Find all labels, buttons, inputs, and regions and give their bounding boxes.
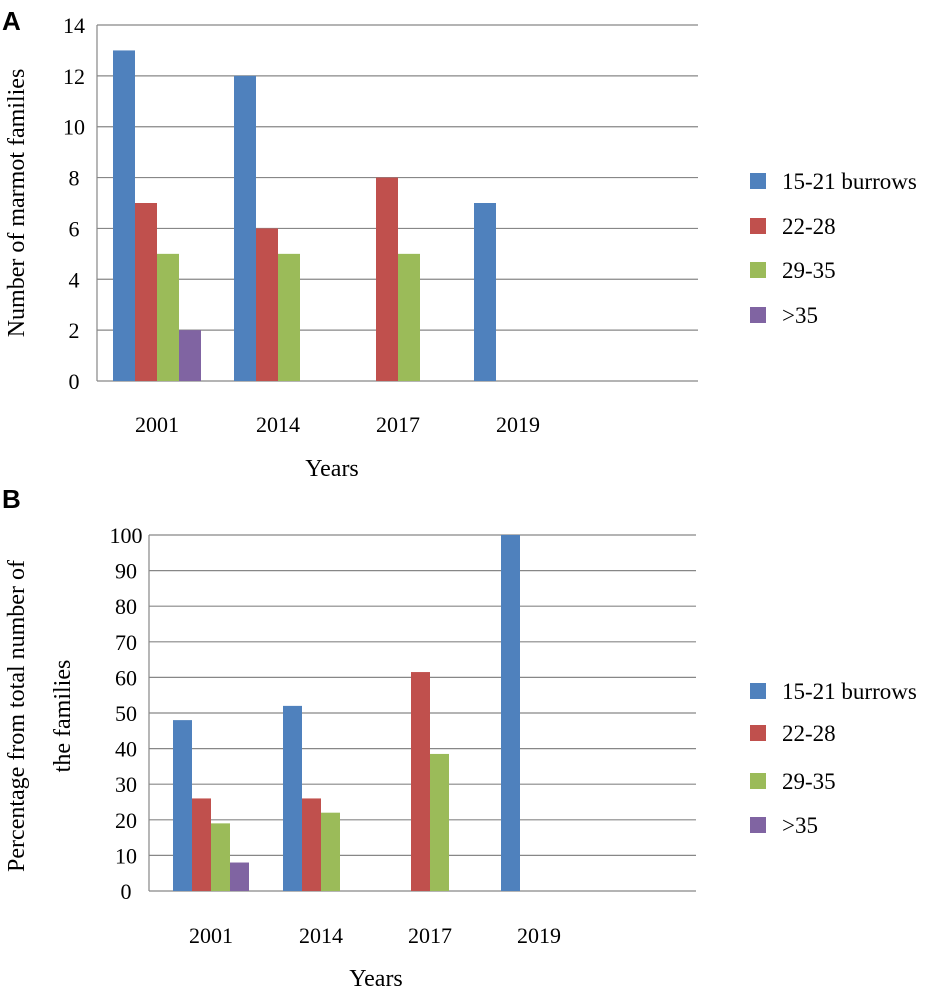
panel-b-x-tick-label-2017: 2017 <box>408 923 452 948</box>
panel-a-bar-2014-series-3 <box>278 253 300 381</box>
panel-b-x-axis-title: Years <box>349 966 403 992</box>
panel-b-legend-label-1: 15-21 burrows <box>782 679 917 704</box>
panel-a: A 0 2 4 6 8 10 12 14 2001 2014 2017 2019 Years Num… <box>2 6 917 482</box>
panel-a-bar-2014-series-1 <box>234 75 256 381</box>
panel-a-x-tick-label-2001: 2001 <box>135 412 179 437</box>
panel-a-y-tick-label: 2 <box>69 318 80 343</box>
panel-b-y-tick-label: 60 <box>115 665 137 690</box>
panel-b-y-tick-label: 20 <box>115 808 137 833</box>
panel-a-bar-2014-series-2 <box>256 228 278 381</box>
panel-a-x-tick-label-2019: 2019 <box>496 412 540 437</box>
panel-b-y-tick-label: 70 <box>115 630 137 655</box>
panel-b-y-axis-title-line-1: Percentage from total number of <box>4 560 30 872</box>
panel-a-y-tick-label: 8 <box>69 166 80 191</box>
panel-a-bar-2019-series-1 <box>474 203 496 381</box>
panel-a-legend-label-1: 15-21 burrows <box>782 169 917 194</box>
panel-b-bar-2017-series-2 <box>411 672 430 891</box>
panel-b-x-tick-label-2001: 2001 <box>189 923 233 948</box>
panel-a-x-axis-title: Years <box>305 456 359 482</box>
panel-a-y-tick-label: 10 <box>63 115 85 140</box>
panel-a-legend-swatch-2 <box>750 218 766 234</box>
panel-b-bar-2001-series-2 <box>192 798 211 891</box>
panel-a-x-tick-label-2014: 2014 <box>256 412 300 437</box>
panel-a-legend-label-2: 22-28 <box>782 214 836 239</box>
panel-b-y-tick-label: 10 <box>115 843 137 868</box>
panel-a-legend-swatch-4 <box>750 307 766 323</box>
panel-b-y-tick-label: 90 <box>115 559 137 584</box>
panel-b-y-tick-label: 30 <box>115 772 137 797</box>
panel-b-bar-2014-series-3 <box>321 812 340 891</box>
panel-b-legend-swatch-4 <box>750 817 766 833</box>
panel-a-y-tick-label: 6 <box>69 216 80 241</box>
panel-b-bar-2019-series-1 <box>501 535 520 891</box>
panel-a-bar-2001-series-2 <box>135 203 157 381</box>
panel-a-bar-2001-series-4 <box>179 330 201 381</box>
panel-b-bar-2001-series-1 <box>173 720 192 891</box>
panel-b-legend-swatch-1 <box>750 683 766 699</box>
panel-b-bar-2001-series-4 <box>230 862 249 891</box>
panel-b-legend-label-2: 22-28 <box>782 721 836 746</box>
panel-a-y-tick-label: 14 <box>63 13 85 38</box>
panel-b-letter: B <box>2 484 21 514</box>
panel-b-y-tick-label: 80 <box>115 594 137 619</box>
panel-a-y-tick-label: 0 <box>69 369 80 394</box>
panel-a-bar-2001-series-3 <box>157 253 179 381</box>
panel-a-y-tick-label: 4 <box>69 267 80 292</box>
panel-a-legend-label-4: >35 <box>782 303 818 328</box>
panel-a-bar-2017-series-3 <box>398 253 420 381</box>
panel-b-bar-2017-series-3 <box>430 753 449 891</box>
panel-b: B 0 10 20 30 40 50 60 70 80 90 100 2001 2014 2017 201… <box>2 484 917 992</box>
panel-b-legend-label-3: 29-35 <box>782 769 836 794</box>
panel-a-letter: A <box>2 6 21 36</box>
panel-b-legend-swatch-3 <box>750 773 766 789</box>
panel-a-bar-2001-series-1 <box>113 50 135 382</box>
panel-b-y-tick-label: 40 <box>115 737 137 762</box>
panel-a-x-tick-label-2017: 2017 <box>376 412 420 437</box>
panel-a-legend-swatch-3 <box>750 262 766 278</box>
panel-b-legend-label-4: >35 <box>782 813 818 838</box>
panel-a-y-tick-label: 12 <box>63 64 85 89</box>
panel-a-y-axis-title: Number of marmot families <box>4 69 30 338</box>
panel-b-bar-2014-series-1 <box>283 705 302 891</box>
panel-b-x-tick-label-2014: 2014 <box>299 923 343 948</box>
panel-b-y-tick-label: 100 <box>110 523 143 548</box>
panel-a-legend-swatch-1 <box>750 173 766 189</box>
panel-a-bar-2017-series-2 <box>376 177 398 381</box>
panel-b-y-tick-label: 0 <box>121 879 132 904</box>
panel-b-y-axis-title-line-2: the families <box>50 660 76 773</box>
panel-a-legend-label-3: 29-35 <box>782 258 836 283</box>
panel-b-x-tick-label-2019: 2019 <box>517 923 561 948</box>
panel-b-legend-swatch-2 <box>750 725 766 741</box>
panel-b-bar-2014-series-2 <box>302 798 321 891</box>
panel-b-bar-2001-series-3 <box>211 823 230 891</box>
panel-b-y-tick-label: 50 <box>115 701 137 726</box>
